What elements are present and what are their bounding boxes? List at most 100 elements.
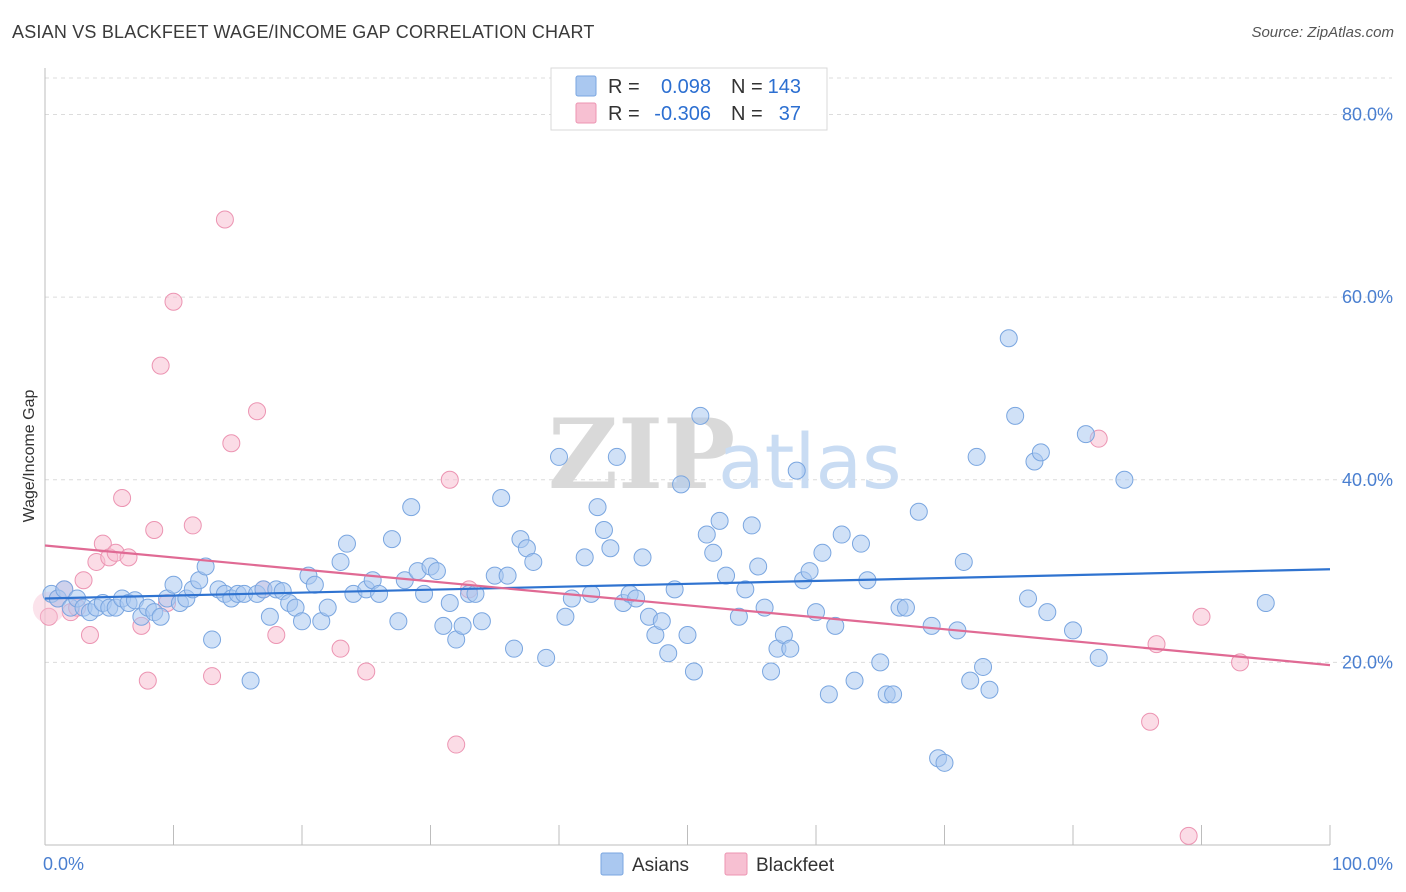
data-point-asians: [909, 502, 928, 521]
data-point-blackfeet: [164, 292, 183, 311]
data-point-asians: [1064, 621, 1082, 640]
data-point-asians: [498, 566, 517, 585]
data-point-blackfeet: [145, 520, 164, 539]
data-point-asians: [1019, 589, 1038, 608]
data-point-blackfeet: [138, 671, 157, 690]
data-point-asians: [999, 329, 1018, 348]
data-point-asians: [729, 607, 748, 626]
y-axis-label: Wage/Income Gap: [21, 390, 38, 523]
data-point-blackfeet: [151, 356, 170, 375]
series-blackfeet: [32, 210, 1250, 845]
data-point-asians: [1115, 470, 1134, 489]
data-point-asians: [415, 584, 434, 603]
bottom-legend-label-asians: Asians: [632, 855, 689, 876]
data-point-asians: [974, 657, 993, 676]
data-point-asians: [337, 534, 356, 553]
data-point-asians: [851, 534, 870, 553]
data-point-asians: [884, 685, 903, 704]
data-point-asians: [440, 594, 459, 613]
data-point-blackfeet: [113, 489, 132, 508]
data-point-asians: [260, 607, 279, 626]
data-point-asians: [813, 543, 832, 562]
trendline-blackfeet: [44, 544, 1331, 667]
y-tick-label: 60.0%: [1342, 287, 1393, 307]
data-point-asians: [594, 520, 613, 539]
data-point-blackfeet: [74, 571, 93, 590]
data-point-asians: [505, 639, 524, 658]
legend-swatch-blackfeet: [575, 102, 597, 124]
data-point-asians: [781, 639, 800, 658]
data-point-asians: [1031, 443, 1050, 462]
data-point-asians: [896, 598, 915, 617]
legend-r-value-asians: 0.098: [661, 76, 711, 98]
data-point-blackfeet: [1192, 607, 1211, 626]
data-point-asians: [717, 566, 736, 585]
data-point-asians: [562, 589, 581, 608]
trendline-asians: [44, 568, 1331, 600]
data-point-asians: [935, 753, 954, 772]
x-tick-label: 100.0%: [1332, 854, 1393, 874]
legend-r-value-blackfeet: -0.306: [654, 103, 711, 125]
data-point-asians: [389, 612, 408, 631]
data-point-blackfeet: [331, 639, 350, 658]
legend-r-label-asians: R =: [608, 76, 640, 98]
legend-swatch-asians: [575, 75, 597, 97]
data-point-asians: [453, 616, 472, 635]
data-point-asians: [524, 552, 543, 571]
data-point-blackfeet: [119, 548, 138, 567]
data-point-asians: [492, 489, 511, 508]
data-point-blackfeet: [248, 402, 267, 421]
data-point-asians: [1038, 603, 1057, 622]
watermark: ZIP atlas: [548, 398, 902, 511]
data-point-asians: [871, 653, 890, 672]
data-point-asians: [736, 580, 755, 599]
y-tick-label: 20.0%: [1342, 652, 1393, 672]
data-point-asians: [691, 406, 710, 425]
x-tick-labels: 0.0% 100.0%: [43, 854, 1393, 874]
watermark-atlas: atlas: [718, 417, 902, 506]
data-point-asians: [293, 612, 311, 631]
stats-legend-box: [550, 67, 828, 131]
data-point-asians: [659, 644, 678, 663]
data-point-asians: [196, 557, 215, 576]
data-point-asians: [980, 680, 999, 699]
data-point-asians: [164, 575, 183, 594]
data-point-blackfeet: [440, 470, 459, 489]
data-point-asians: [556, 607, 575, 626]
data-point-asians: [967, 447, 986, 466]
data-point-asians: [627, 589, 646, 608]
bottom-legend-swatch-asians: [600, 852, 624, 876]
data-point-blackfeet: [215, 210, 234, 229]
data-point-asians: [402, 498, 421, 517]
x-tick-label: 0.0%: [43, 854, 84, 874]
data-point-asians: [800, 562, 819, 581]
data-point-asians: [742, 516, 761, 535]
data-point-asians: [582, 584, 601, 603]
data-point-asians: [922, 616, 941, 635]
data-point-asians: [575, 548, 594, 567]
data-point-asians: [845, 671, 864, 690]
data-point-asians: [1256, 594, 1275, 613]
data-point-asians: [710, 511, 729, 530]
data-point-asians: [1076, 425, 1095, 444]
series-legend: Asians Blackfeet: [600, 852, 835, 876]
data-point-blackfeet: [183, 516, 202, 535]
data-point-blackfeet: [1179, 826, 1198, 845]
data-point-asians: [832, 525, 851, 544]
data-point-asians: [961, 671, 980, 690]
data-point-asians: [550, 447, 568, 466]
bottom-legend-label-blackfeet: Blackfeet: [756, 855, 835, 876]
y-tick-label: 80.0%: [1342, 105, 1393, 125]
axes: [44, 68, 1331, 846]
legend-n-label-asians: N =: [731, 76, 763, 98]
data-point-asians: [652, 612, 671, 631]
data-point-asians: [684, 662, 703, 681]
data-point-asians: [331, 552, 350, 571]
data-point-asians: [382, 530, 401, 549]
data-point-asians: [633, 548, 652, 567]
legend-n-label-blackfeet: N =: [731, 103, 763, 125]
data-point-asians: [819, 685, 838, 704]
data-point-asians: [1006, 406, 1025, 425]
data-point-asians: [826, 616, 845, 635]
